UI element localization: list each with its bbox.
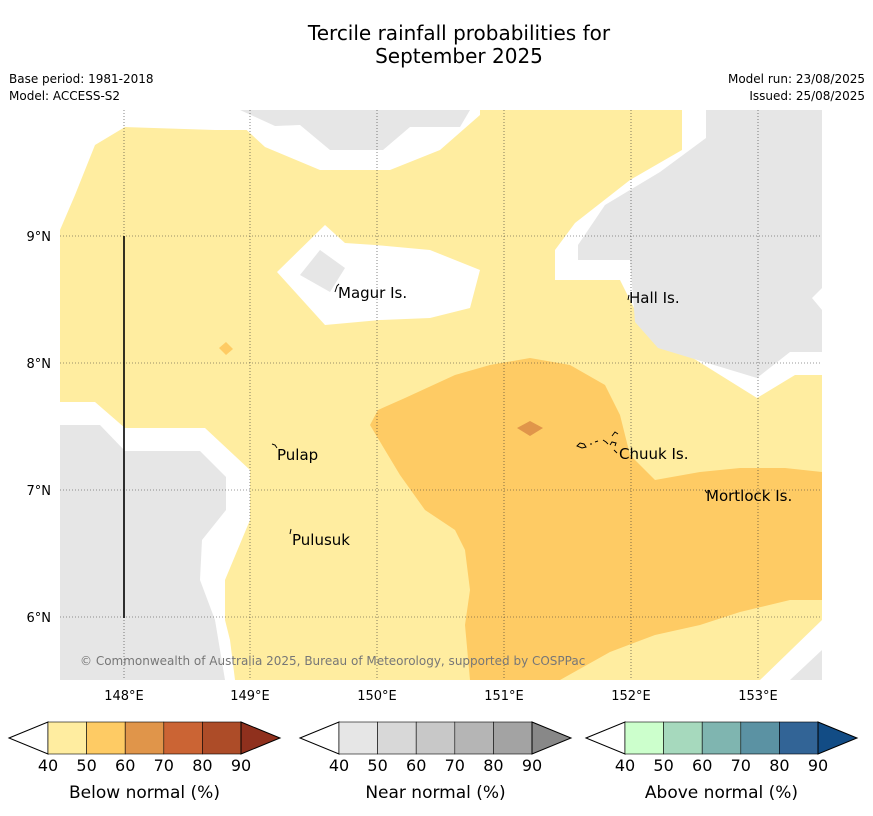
lat-tick-7n: 7°N bbox=[27, 484, 52, 499]
colorbar-title: Below normal (%) bbox=[69, 783, 220, 803]
title-line-1: Tercile rainfall probabilities for bbox=[307, 21, 611, 45]
colorbar-segment bbox=[701, 721, 742, 755]
colorbar-low-extend bbox=[298, 721, 340, 755]
place-label-pulap: Pulap bbox=[277, 446, 318, 464]
near-normal-bottom-right bbox=[790, 650, 822, 680]
place-label-pulusuk: Pulusuk bbox=[292, 531, 350, 549]
lat-tick-9n: 9°N bbox=[27, 230, 52, 245]
colorbar-segment bbox=[624, 721, 664, 755]
colorbar-segment bbox=[415, 721, 456, 755]
colorbar-segment bbox=[454, 721, 494, 755]
colorbar-below-normal: 40 50 60 70 80 90 Below normal (%) bbox=[7, 721, 282, 803]
place-label-hall: Hall Is. bbox=[629, 289, 680, 307]
colorbar-tick-label: 50 bbox=[653, 756, 673, 775]
colorbar-tick-label: 90 bbox=[231, 756, 251, 775]
colorbar-above-normal: 40 50 60 70 80 90 Above normal (%) bbox=[584, 721, 859, 803]
base-period-text: Base period: 1981-2018 bbox=[9, 72, 154, 86]
place-label-mortlock: Mortlock Is. bbox=[706, 487, 792, 505]
near-normal-left bbox=[60, 425, 226, 680]
colorbar-tick-label: 70 bbox=[445, 756, 465, 775]
island-outlines bbox=[271, 283, 708, 535]
colorbar-segment bbox=[47, 721, 87, 755]
issued-text: Issued: 25/08/2025 bbox=[749, 89, 865, 103]
lon-tick-151e: 151°E bbox=[484, 689, 524, 704]
colorbar-title: Near normal (%) bbox=[365, 783, 505, 803]
tercile-60-70-patch bbox=[517, 421, 543, 436]
colorbar-near-normal: 40 50 60 70 80 90 Near normal (%) bbox=[298, 721, 573, 803]
colorbar-segment bbox=[663, 721, 703, 755]
copyright-text: © Commonwealth of Australia 2025, Bureau… bbox=[80, 654, 585, 668]
colorbar-tick-label: 60 bbox=[692, 756, 712, 775]
map-area: Magur Is. Hall Is. Pulap Chuuk Is. Mortl… bbox=[60, 110, 822, 680]
meta-left: Base period: 1981-2018 Model: ACCESS-S2 bbox=[9, 71, 154, 105]
colorbar-low-extend bbox=[584, 721, 626, 755]
meta-right: Model run: 23/08/2025 Issued: 25/08/2025 bbox=[728, 71, 865, 105]
lon-tick-150e: 150°E bbox=[357, 689, 397, 704]
colorbar-segment bbox=[202, 721, 242, 755]
lon-tick-148e: 148°E bbox=[104, 689, 144, 704]
colorbar-tick-label: 40 bbox=[38, 756, 58, 775]
model-run-text: Model run: 23/08/2025 bbox=[727, 72, 865, 86]
colorbar-tick-label: 80 bbox=[192, 756, 212, 775]
colorbar-segment bbox=[86, 721, 126, 755]
lon-tick-152e: 152°E bbox=[611, 689, 651, 704]
near-normal-top bbox=[240, 110, 470, 150]
lat-tick-8n: 8°N bbox=[27, 357, 52, 372]
tercile-50-60-region bbox=[370, 358, 822, 680]
colorbar-segment bbox=[377, 721, 417, 755]
colorbar-high-extend bbox=[817, 721, 859, 755]
colorbar-high-extend bbox=[240, 721, 282, 755]
place-label-magur: Magur Is. bbox=[338, 284, 407, 302]
colorbar-low-extend bbox=[7, 721, 49, 755]
lat-tick-6n: 6°N bbox=[27, 611, 52, 626]
colorbar-segment bbox=[338, 721, 378, 755]
colorbar-tick-label: 50 bbox=[367, 756, 387, 775]
title-line-2: September 2025 bbox=[375, 44, 543, 68]
near-normal-right bbox=[578, 110, 822, 378]
colorbar-segment bbox=[493, 721, 533, 755]
place-label-chuuk: Chuuk Is. bbox=[619, 445, 688, 463]
lon-tick-149e: 149°E bbox=[230, 689, 270, 704]
colorbar-segment bbox=[163, 721, 203, 755]
colorbar-tick-label: 60 bbox=[115, 756, 135, 775]
near-normal-magur bbox=[300, 250, 345, 292]
colorbar-segment bbox=[124, 721, 165, 755]
colorbar-tick-label: 90 bbox=[522, 756, 542, 775]
lon-tick-153e: 153°E bbox=[738, 689, 778, 704]
colorbar-tick-label: 80 bbox=[483, 756, 503, 775]
tercile-50-60-patch bbox=[219, 342, 233, 355]
white-region-magur bbox=[277, 225, 480, 325]
colorbar-tick-label: 80 bbox=[769, 756, 789, 775]
colorbar-tick-label: 90 bbox=[808, 756, 828, 775]
colorbar-segment bbox=[779, 721, 819, 755]
colorbar-tick-label: 70 bbox=[154, 756, 174, 775]
colorbar-high-extend bbox=[531, 721, 573, 755]
colorbar-tick-label: 50 bbox=[76, 756, 96, 775]
colorbar-tick-label: 40 bbox=[615, 756, 635, 775]
page-title: Tercile rainfall probabilities for Septe… bbox=[0, 22, 873, 68]
white-region-top-left bbox=[60, 110, 248, 230]
colorbar-title: Above normal (%) bbox=[645, 783, 798, 803]
colorbar-tick-label: 60 bbox=[406, 756, 426, 775]
colorbar-tick-label: 40 bbox=[329, 756, 349, 775]
model-text: Model: ACCESS-S2 bbox=[9, 89, 121, 103]
colorbar-segment bbox=[740, 721, 780, 755]
colorbar-tick-label: 70 bbox=[731, 756, 751, 775]
